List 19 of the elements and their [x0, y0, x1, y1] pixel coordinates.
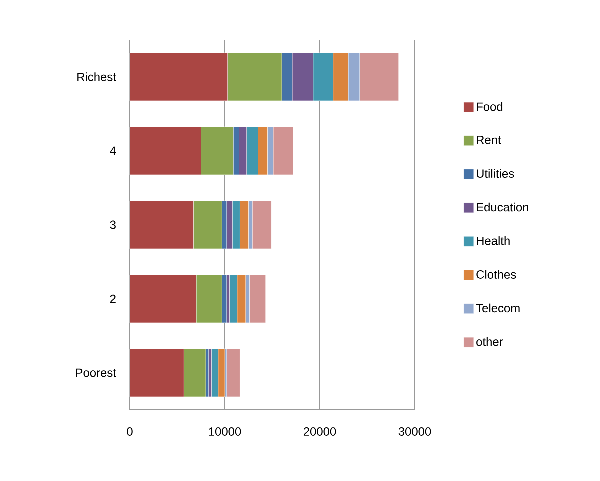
- y-tick-label: Richest: [78, 72, 116, 82]
- y-tick-label: 4: [110, 146, 116, 156]
- y-tick-label: 2: [110, 294, 116, 304]
- bar: [250, 274, 266, 324]
- legend-label: Telecom: [476, 304, 520, 313]
- legend-label: Health: [477, 236, 510, 246]
- y-tick-label: 3: [110, 220, 116, 230]
- legend-label: Clothes: [476, 270, 516, 279]
- legend-label: other: [476, 337, 504, 346]
- y-tick-label: Poorest: [76, 368, 116, 378]
- x-tick-label: 10000: [209, 428, 242, 436]
- legend-label: Food: [477, 102, 503, 112]
- legend-label: Utilities: [477, 169, 514, 178]
- bar: [252, 200, 272, 250]
- x-tick-label: 20000: [304, 428, 336, 436]
- legend-label: Education: [477, 202, 528, 212]
- x-tick-label: 0: [127, 428, 133, 436]
- x-tick-label: 30000: [398, 428, 432, 436]
- legend-label: Rent: [477, 136, 502, 144]
